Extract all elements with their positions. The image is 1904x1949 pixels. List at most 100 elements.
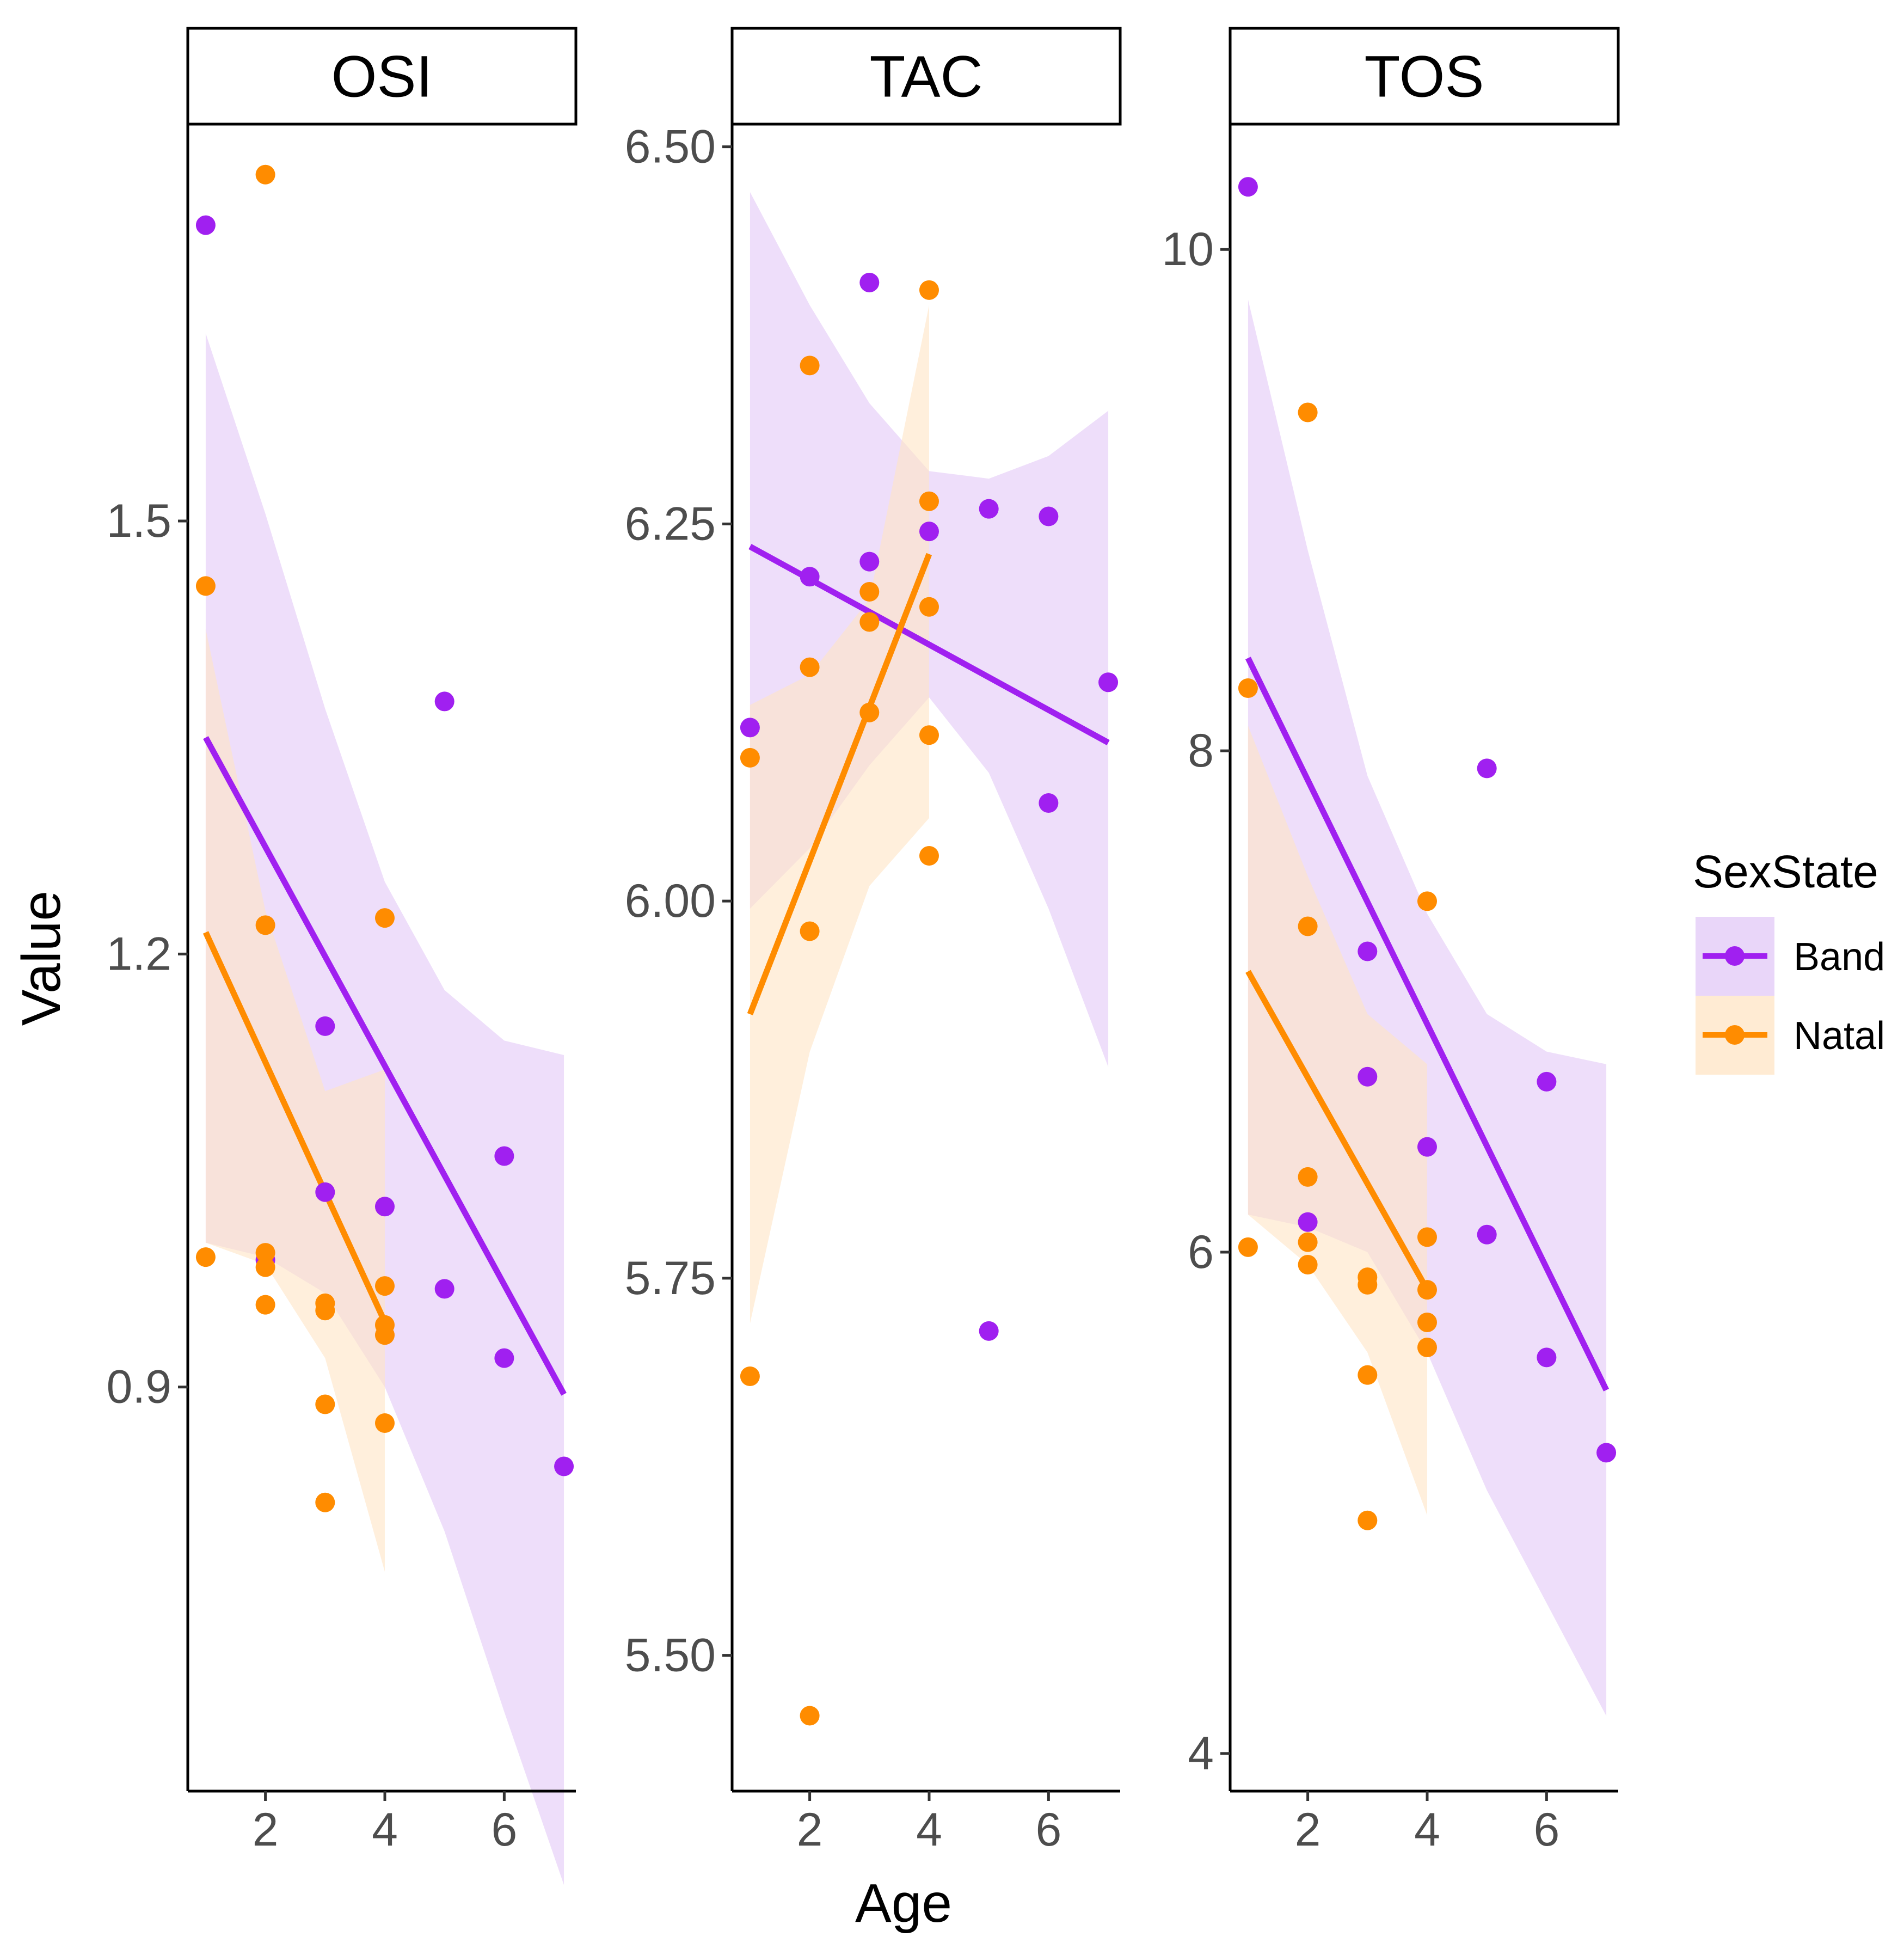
data-point-band [195,215,216,235]
data-point-natal [255,1257,275,1277]
legend-label-band: Band [1794,935,1885,979]
data-point-band [919,522,939,542]
data-point-band [1039,506,1059,526]
panel-osi: 0.9 1.2 1.5 2 4 6 OSI [106,27,578,1885]
data-point-natal [1238,1237,1258,1257]
data-point-natal [315,1394,335,1414]
panels-layer: 0.9 1.2 1.5 2 4 6 OSI 5.50 5.75 6.00 6.25 6.50 2 4 6 TA… [106,27,1620,1885]
panel-tos: 4 6 8 10 2 4 6 TOS [1162,27,1620,1856]
y-tick-label: 5.75 [625,1252,716,1304]
x-tick-label: 2 [253,1804,279,1856]
data-point-band [1537,1071,1557,1092]
x-tick-label: 2 [797,1804,823,1856]
y-tick-label: 6 [1188,1226,1214,1278]
data-point-natal [1417,1312,1437,1332]
data-point-natal [255,1243,275,1263]
data-point-band [859,272,880,292]
data-point-natal [800,657,820,677]
data-point-band [494,1146,514,1166]
data-point-natal [740,747,760,768]
data-point-natal [800,1706,820,1726]
data-point-natal [374,1325,395,1345]
data-point-band [1477,758,1497,779]
data-point-band [554,1456,574,1476]
x-axis-title: Age [855,1873,952,1934]
data-point-natal [1417,1280,1437,1300]
x-tick-label: 2 [1295,1804,1321,1856]
data-point-band [800,567,820,587]
data-point-natal [800,921,820,941]
data-point-band [859,551,880,572]
data-point-band [1039,793,1059,813]
x-tick-label: 6 [1533,1804,1559,1856]
data-point-natal [1298,402,1318,422]
data-point-natal [919,491,939,511]
x-tick-label: 6 [491,1804,517,1856]
data-point-natal [255,1295,275,1315]
x-tick-label: 4 [1414,1804,1440,1856]
strip-label-tos: TOS [1364,44,1484,109]
data-point-natal [1238,678,1258,698]
data-point-natal [919,845,939,866]
legend-label-natal: Natal [1794,1014,1885,1058]
data-point-natal [1298,916,1318,936]
data-point-natal [195,576,216,596]
y-tick-label: 6.00 [625,875,716,927]
data-point-band [1098,672,1119,692]
confidence-band-band [1248,299,1607,1716]
fit-line-band [1245,657,1610,1392]
data-point-band [1358,941,1378,961]
data-point-band [1596,1443,1617,1463]
legend-title: SexState [1693,846,1878,897]
panel-tac: 5.50 5.75 6.00 6.25 6.50 2 4 6 TAC [625,27,1122,1856]
y-tick-label: 6.50 [625,121,716,173]
data-point-band [740,718,760,738]
data-point-natal [1417,1338,1437,1358]
data-point-natal [1358,1510,1378,1530]
data-point-band [374,1197,395,1217]
fit-line-natal [202,931,388,1323]
data-point-natal [374,908,395,928]
data-point-natal [1417,1227,1437,1247]
confidence-band-natal [205,629,385,1572]
y-tick-label: 8 [1188,725,1214,777]
y-tick-label: 6.25 [625,498,716,550]
x-tick-label: 4 [916,1804,942,1856]
data-point-natal [1358,1274,1378,1295]
data-point-natal [919,597,939,617]
data-point-natal [255,164,275,185]
data-point-band [1537,1347,1557,1368]
fit-line-band [203,736,567,1396]
data-point-natal [1358,1365,1378,1385]
data-point-band [979,499,999,519]
y-tick-label: 1.2 [106,928,171,980]
confidence-band-natal [750,305,929,1323]
y-tick-label: 5.50 [625,1629,716,1682]
data-point-band [434,1279,454,1299]
data-point-band [1417,1137,1437,1157]
data-point-natal [1417,891,1437,911]
legend-key-point-natal [1725,1025,1745,1045]
data-point-natal [919,725,939,745]
legend-entry-natal: Natal [1696,996,1885,1075]
data-point-natal [195,1247,216,1267]
y-tick-label: 10 [1162,223,1214,275]
data-point-band [1358,1067,1378,1087]
legend-key-point-band [1725,946,1745,966]
data-point-natal [740,1366,760,1386]
data-point-natal [315,1301,335,1321]
y-tick-label: 4 [1188,1727,1214,1780]
data-point-natal [374,1413,395,1433]
fit-line-natal [1245,970,1430,1291]
strip-label-tac: TAC [870,44,983,109]
data-point-band [1238,177,1258,197]
data-point-natal [315,1492,335,1512]
strip-box-tac [730,27,1122,126]
legend-entry-band: Band [1696,917,1885,996]
data-point-natal [255,915,275,935]
data-point-natal [859,582,880,602]
data-point-natal [859,612,880,632]
data-point-band [315,1016,335,1036]
fit-line-natal [747,553,932,1015]
